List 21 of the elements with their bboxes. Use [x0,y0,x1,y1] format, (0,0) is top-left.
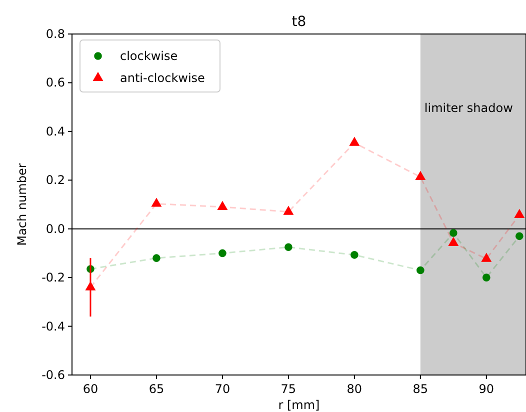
x-tick-label: 70 [214,382,230,396]
x-tick-label: 60 [82,382,98,396]
y-axis-title: Mach number [15,163,29,246]
y-tick-label: 0.0 [46,222,65,236]
legend-label: anti-clockwise [120,71,205,85]
x-tick-label: 65 [148,382,164,396]
chart-title: t8 [292,14,306,30]
x-tick-label: 75 [280,382,296,396]
y-tick-label: -0.4 [42,319,65,334]
x-tick-label: 80 [346,382,362,396]
y-tick-label: 0.4 [46,124,65,138]
y-tick-label: -0.2 [42,270,65,285]
y-tick-label: 0.6 [46,76,65,90]
y-tick-label: -0.6 [42,368,65,382]
y-tick-label: 0.8 [46,27,65,41]
x-tick-label: 85 [412,382,428,396]
x-axis-title: r [mm] [278,398,320,412]
legend-label: clockwise [120,49,178,63]
x-tick-label: 90 [478,382,494,396]
band-label: limiter shadow [424,101,514,116]
y-tick-label: 0.2 [46,173,65,188]
